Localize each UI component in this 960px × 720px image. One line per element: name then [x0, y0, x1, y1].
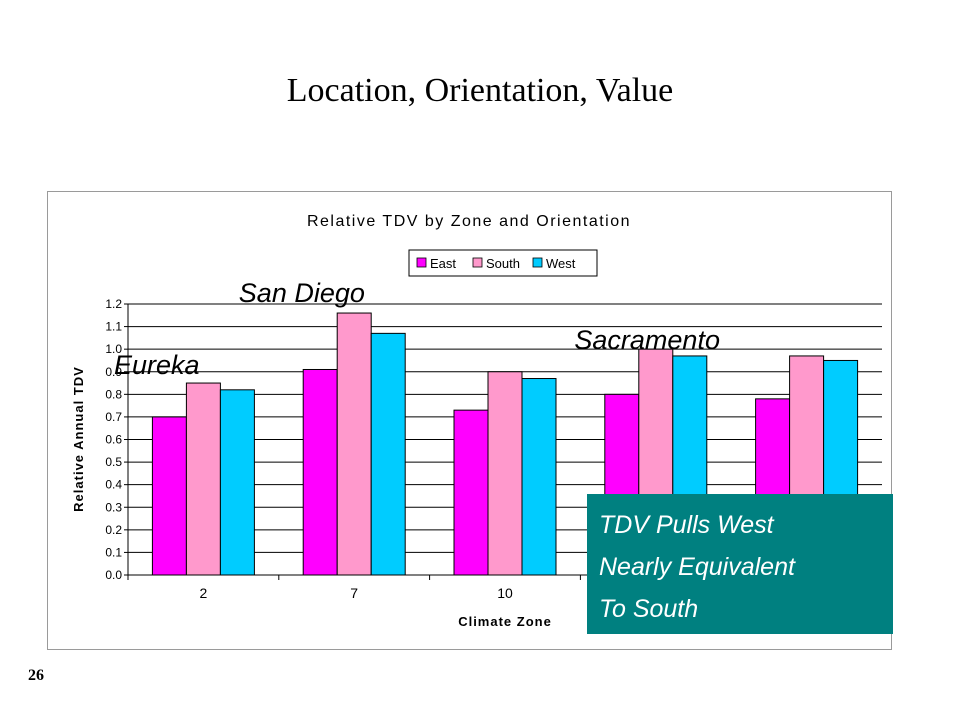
bar-east-zone-7	[302, 368, 338, 576]
y-tick-label: 0.7	[105, 410, 122, 424]
legend-swatch-east	[416, 257, 427, 268]
legend-swatch-west	[532, 257, 543, 268]
callout-box: TDV Pulls West Nearly Equivalent To Sout…	[587, 494, 893, 634]
annotation-sacramento: Sacramento	[574, 325, 720, 355]
bar-east-zone-2	[151, 416, 187, 576]
bar-south-zone-2	[185, 382, 221, 576]
callout-line-2: Nearly Equivalent	[599, 553, 795, 581]
annotation-eureka: Eureka	[114, 350, 200, 380]
slide-title: Location, Orientation, Value	[286, 72, 674, 109]
y-tick-label: 0.6	[105, 433, 122, 447]
y-tick-label: 0.1	[105, 545, 122, 559]
legend-label-west: West	[546, 256, 576, 271]
legend-label-south: South	[486, 256, 520, 271]
y-tick-label: 0.5	[105, 455, 122, 469]
legend-label-east: East	[430, 256, 456, 271]
y-tick-label: 1.2	[105, 297, 122, 311]
y-tick-label: 0.2	[105, 523, 122, 537]
x-tick-label: 10	[497, 585, 513, 601]
y-tick-label: 0.8	[105, 387, 122, 401]
callout-line-1: TDV Pulls West	[599, 511, 774, 539]
annotation-san-diego: San Diego	[239, 278, 365, 308]
y-tick-label: 0.0	[105, 568, 122, 582]
y-tick-label: 0.4	[105, 478, 122, 492]
bar-west-zone-10	[521, 378, 557, 576]
x-tick-label: 7	[350, 585, 358, 601]
callout-line-3: To South	[599, 595, 699, 623]
chart-title: Relative TDV by Zone and Orientation	[307, 213, 631, 230]
y-tick-label: 1.1	[105, 320, 122, 334]
bar-south-zone-10	[487, 371, 523, 576]
page-number: 26	[28, 667, 44, 684]
x-axis-title: Climate Zone	[458, 614, 552, 629]
y-tick-label: 0.9	[105, 365, 122, 379]
y-tick-label: 0.3	[105, 500, 122, 514]
legend-box	[408, 249, 598, 277]
bar-west-zone-7	[370, 332, 406, 576]
y-axis-title: Relative Annual TDV	[71, 366, 86, 512]
bar-east-zone-10	[453, 409, 489, 576]
x-tick-label: 2	[200, 585, 208, 601]
bar-west-zone-2	[219, 389, 255, 576]
y-tick-label: 1.0	[105, 342, 122, 356]
legend-swatch-south	[472, 257, 483, 268]
bar-south-zone-7	[336, 312, 372, 576]
